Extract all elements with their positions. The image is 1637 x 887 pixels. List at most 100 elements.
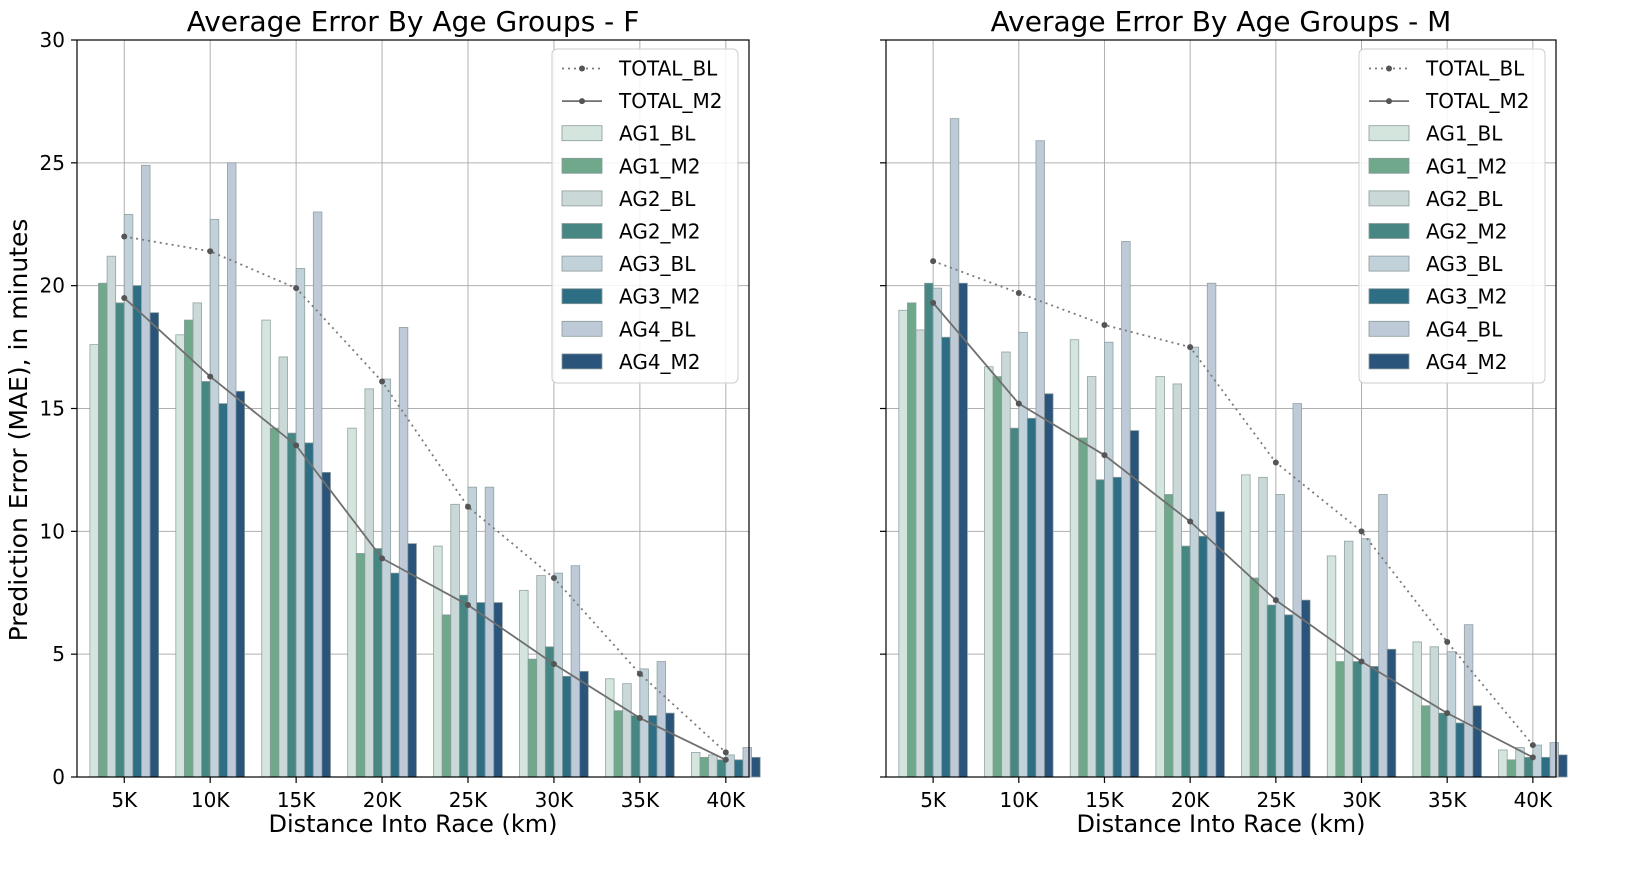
bar-ag3_bl-25k [467, 486, 477, 778]
bar-ag4_m2-40k [751, 756, 761, 778]
bar-ag1_bl-35k [1412, 641, 1422, 778]
bar-ag2_m2-20k [1181, 545, 1191, 778]
bar-ag1_m2-30k [1335, 661, 1345, 778]
bar-ag4_bl-25k [484, 486, 495, 778]
x-tick-label: 35K [621, 788, 660, 812]
legend-label-ag4_m2: AG4_M2 [619, 350, 701, 374]
legend: TOTAL_BL TOTAL_M2 AG1_BL AG1_M2 AG2_BL AG2_M2… [1358, 48, 1546, 384]
chart-title: Average Error By Age Groups - F [187, 5, 640, 38]
x-tick-label: 20K [1171, 788, 1210, 812]
legend-label-ag2_m2: AG2_M2 [1426, 220, 1508, 244]
x-axis-label: Distance Into Race (km) [1076, 810, 1365, 838]
bar-ag1_m2-10k [184, 319, 194, 778]
legend-label-ag1_bl: AG1_BL [1426, 122, 1503, 146]
bar-ag1_m2-20k [1164, 494, 1174, 778]
bar-ag2_m2-10k [1009, 427, 1020, 778]
bar-ag4_m2-30k [1386, 648, 1397, 778]
bar-ag1_bl-20k [347, 427, 357, 778]
bar-ag3_m2-10k [218, 403, 228, 778]
bar-ag2_bl-15k [278, 356, 288, 778]
bar-ag1_bl-30k [1326, 555, 1337, 778]
bar-ag4_bl-20k [398, 327, 409, 778]
bar-ag1_m2-40k [699, 756, 710, 778]
line-marker-total_m2 [636, 715, 643, 722]
legend-swatch-ag1_m2 [561, 157, 603, 174]
line-marker-total_bl [293, 285, 300, 292]
chart-title: Average Error By Age Groups - M [991, 5, 1452, 38]
bar-ag3_bl-20k [381, 378, 392, 778]
bar-ag1_bl-10k [984, 366, 994, 778]
bar-ag1_m2-5k [98, 282, 108, 778]
x-tick-label: 5K [111, 788, 138, 812]
y-tick-label: 30 [40, 28, 65, 52]
legend-label-ag4_bl: AG4_BL [619, 317, 696, 341]
x-tick-label: 25K [1257, 788, 1296, 812]
legend-swatch-ag4_m2 [561, 353, 603, 370]
bar-ag2_m2-25k [459, 594, 469, 778]
legend-label-ag3_bl: AG3_BL [1426, 252, 1503, 276]
bar-ag1_m2-10k [992, 376, 1003, 778]
legend-label-ag2_bl: AG2_BL [1426, 187, 1503, 211]
line-total_m2 [932, 302, 1534, 759]
bar-ag4_m2-10k [235, 390, 245, 778]
legend-swatch-ag1_bl [561, 125, 603, 142]
y-tick-label: 5 [52, 642, 65, 666]
legend-swatch-ag2_m2 [561, 223, 603, 239]
bar-ag2_bl-30k [1343, 540, 1354, 778]
bar-ag2_bl-35k [622, 683, 632, 778]
line-marker-total_m2 [930, 299, 937, 306]
bar-ag3_m2-25k [1284, 614, 1294, 778]
x-tick-label: 35K [1428, 788, 1467, 812]
legend-swatch-ag1_bl [1368, 125, 1410, 142]
bar-ag4_bl-10k [226, 162, 237, 778]
bar-ag3_bl-10k [209, 218, 220, 778]
legend-label-ag3_m2: AG3_M2 [1426, 285, 1508, 309]
bar-ag3_bl-40k [1532, 744, 1542, 778]
bar-ag2_bl-25k [1258, 476, 1268, 778]
bar-ag4_bl-5k [141, 164, 151, 778]
legend-swatch-ag3_bl [1368, 255, 1410, 272]
line-marker-total_m2 [293, 442, 300, 449]
bar-ag4_bl-10k [1035, 140, 1045, 778]
x-tick-label: 15K [277, 788, 316, 812]
legend-swatch-ag3_bl [561, 255, 603, 272]
x-tick-label: 10K [1000, 788, 1039, 812]
bar-ag2_bl-20k [1172, 383, 1182, 778]
bar-ag2_m2-40k [1523, 756, 1534, 778]
legend-label-ag2_bl: AG2_BL [619, 187, 696, 211]
y-axis-label: Prediction Error (MAE), in minutes [4, 219, 33, 642]
bar-ag3_m2-35k [1455, 722, 1465, 778]
line-total_m2 [123, 297, 727, 761]
legend-swatch-ag1_m2 [1368, 157, 1410, 174]
bar-ag4_m2-35k [1472, 705, 1482, 778]
bar-ag3_m2-30k [1369, 666, 1380, 778]
line-marker-total_bl [1015, 290, 1022, 297]
bar-ag1_bl-25k [1241, 474, 1251, 778]
line-marker-total_bl [121, 233, 128, 240]
bar-ag1_bl-5k [89, 344, 99, 778]
legend-swatch-ag4_m2 [1368, 353, 1410, 370]
bar-ag3_m2-30k [562, 675, 572, 778]
legend-swatch-ag2_bl [1368, 190, 1410, 207]
y-tick-label: 10 [40, 519, 65, 543]
legend-marker-total_m2 [579, 98, 585, 105]
bar-ag1_m2-15k [1078, 437, 1088, 778]
x-tick-label: 5K [920, 788, 947, 812]
line-marker-total_bl [550, 575, 557, 582]
bar-ag3_bl-10k [1018, 331, 1028, 778]
bar-ag3_m2-10k [1026, 417, 1037, 778]
line-marker-total_m2 [379, 555, 386, 562]
legend-label-total_bl: TOTAL_BL [1425, 57, 1525, 81]
bar-ag1_m2-35k [613, 710, 624, 778]
line-marker-total_m2 [1272, 597, 1279, 604]
bar-ag2_bl-30k [536, 575, 546, 778]
legend-marker-total_m2 [1386, 98, 1392, 105]
y-tick-label: 15 [40, 397, 65, 421]
bar-ag1_bl-40k [691, 752, 701, 778]
bar-ag2_m2-15k [1095, 479, 1105, 778]
bar-ag1_bl-35k [605, 678, 615, 778]
line-marker-total_m2 [207, 373, 214, 380]
line-marker-total_bl [1358, 528, 1365, 535]
legend-label-ag1_bl: AG1_BL [619, 122, 696, 146]
